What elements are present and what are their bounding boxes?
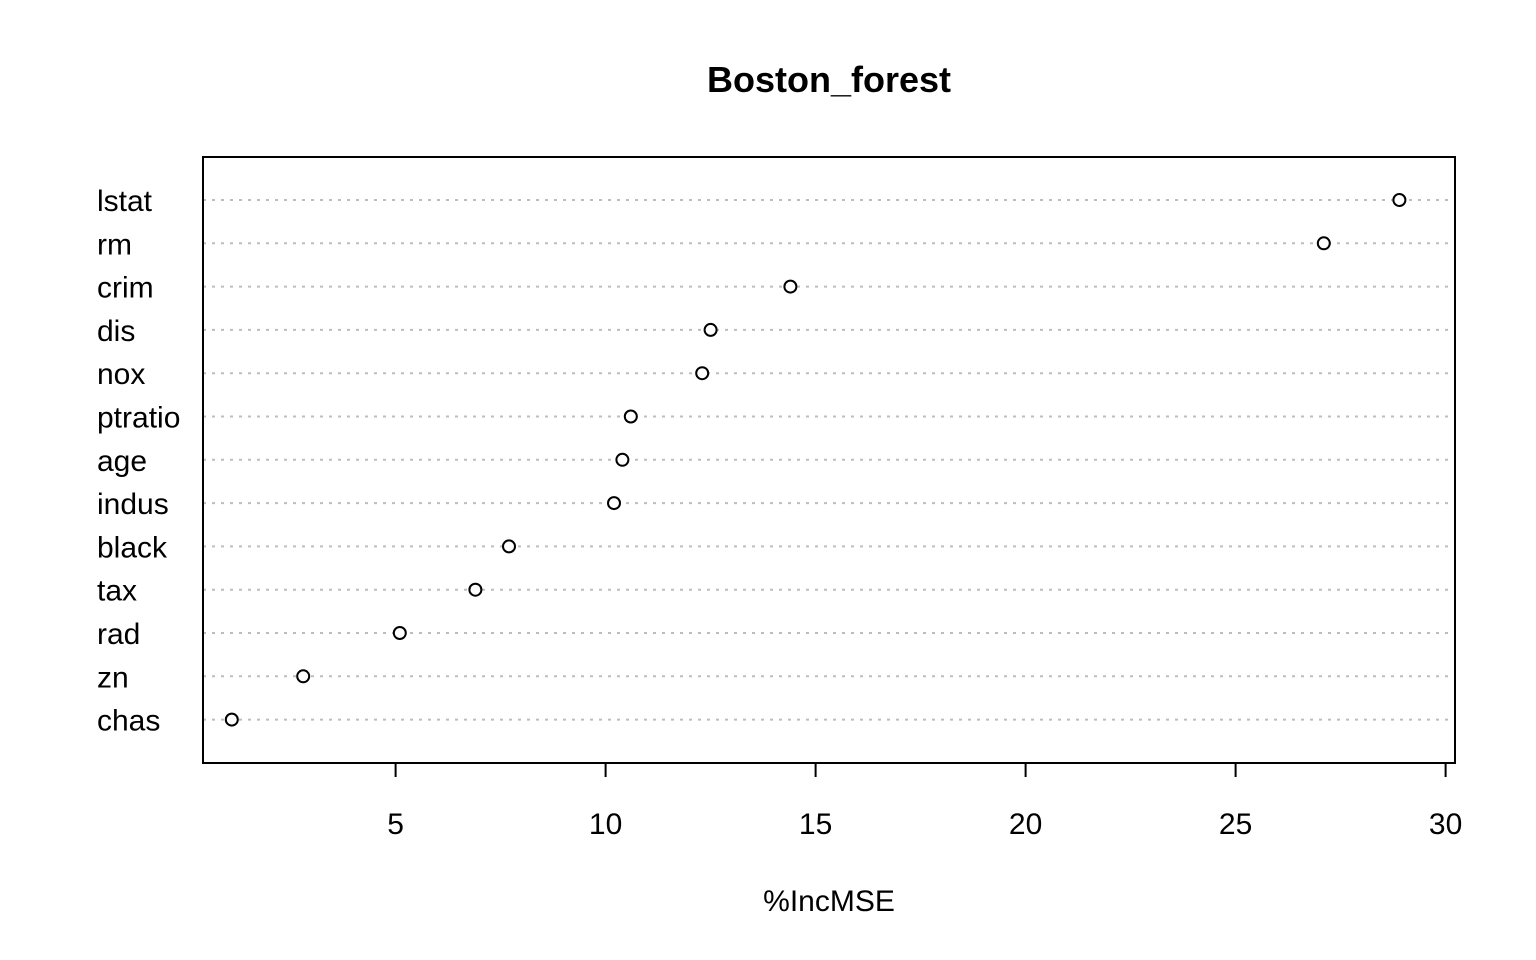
data-point-zn xyxy=(296,669,311,684)
data-point-rm xyxy=(1316,236,1331,251)
data-point-dis xyxy=(703,322,718,337)
data-point-black xyxy=(502,539,516,554)
x-tick-label-15: 15 xyxy=(799,808,832,841)
data-point-age xyxy=(615,452,630,467)
category-label-nox: nox xyxy=(97,358,145,391)
data-points xyxy=(224,193,1407,727)
guide-lines xyxy=(203,199,1455,721)
x-tick-label-5: 5 xyxy=(387,808,404,841)
category-label-rad: rad xyxy=(97,618,140,651)
category-label-black: black xyxy=(97,531,168,564)
category-label-indus: indus xyxy=(97,488,169,521)
x-tick-label-10: 10 xyxy=(589,808,622,841)
x-tick-label-25: 25 xyxy=(1219,808,1252,841)
x-tick-label-30: 30 xyxy=(1429,808,1462,841)
chart-title: Boston_forest xyxy=(707,59,951,100)
category-label-crim: crim xyxy=(97,272,154,305)
data-point-lstat xyxy=(1392,193,1407,207)
category-label-age: age xyxy=(97,445,147,478)
data-point-tax xyxy=(468,582,483,597)
category-label-tax: tax xyxy=(97,575,137,608)
category-label-chas: chas xyxy=(97,705,160,738)
category-label-dis: dis xyxy=(97,315,135,348)
category-label-rm: rm xyxy=(97,228,132,261)
x-axis: 5 10 15 20 25 30 xyxy=(387,762,1462,841)
category-label-zn: zn xyxy=(97,661,129,694)
data-point-ptratio xyxy=(623,409,638,424)
x-axis-title: %IncMSE xyxy=(763,885,895,918)
data-point-nox xyxy=(695,366,710,381)
category-label-ptratio: ptratio xyxy=(97,402,180,435)
category-labels: lstat rm crim dis nox ptratio age indus black tax… xyxy=(97,185,180,738)
data-point-chas xyxy=(224,712,239,727)
category-label-lstat: lstat xyxy=(97,185,153,218)
x-tick-label-20: 20 xyxy=(1009,808,1042,841)
data-point-rad xyxy=(392,626,407,640)
data-point-indus xyxy=(607,496,621,511)
data-point-crim xyxy=(783,279,798,294)
